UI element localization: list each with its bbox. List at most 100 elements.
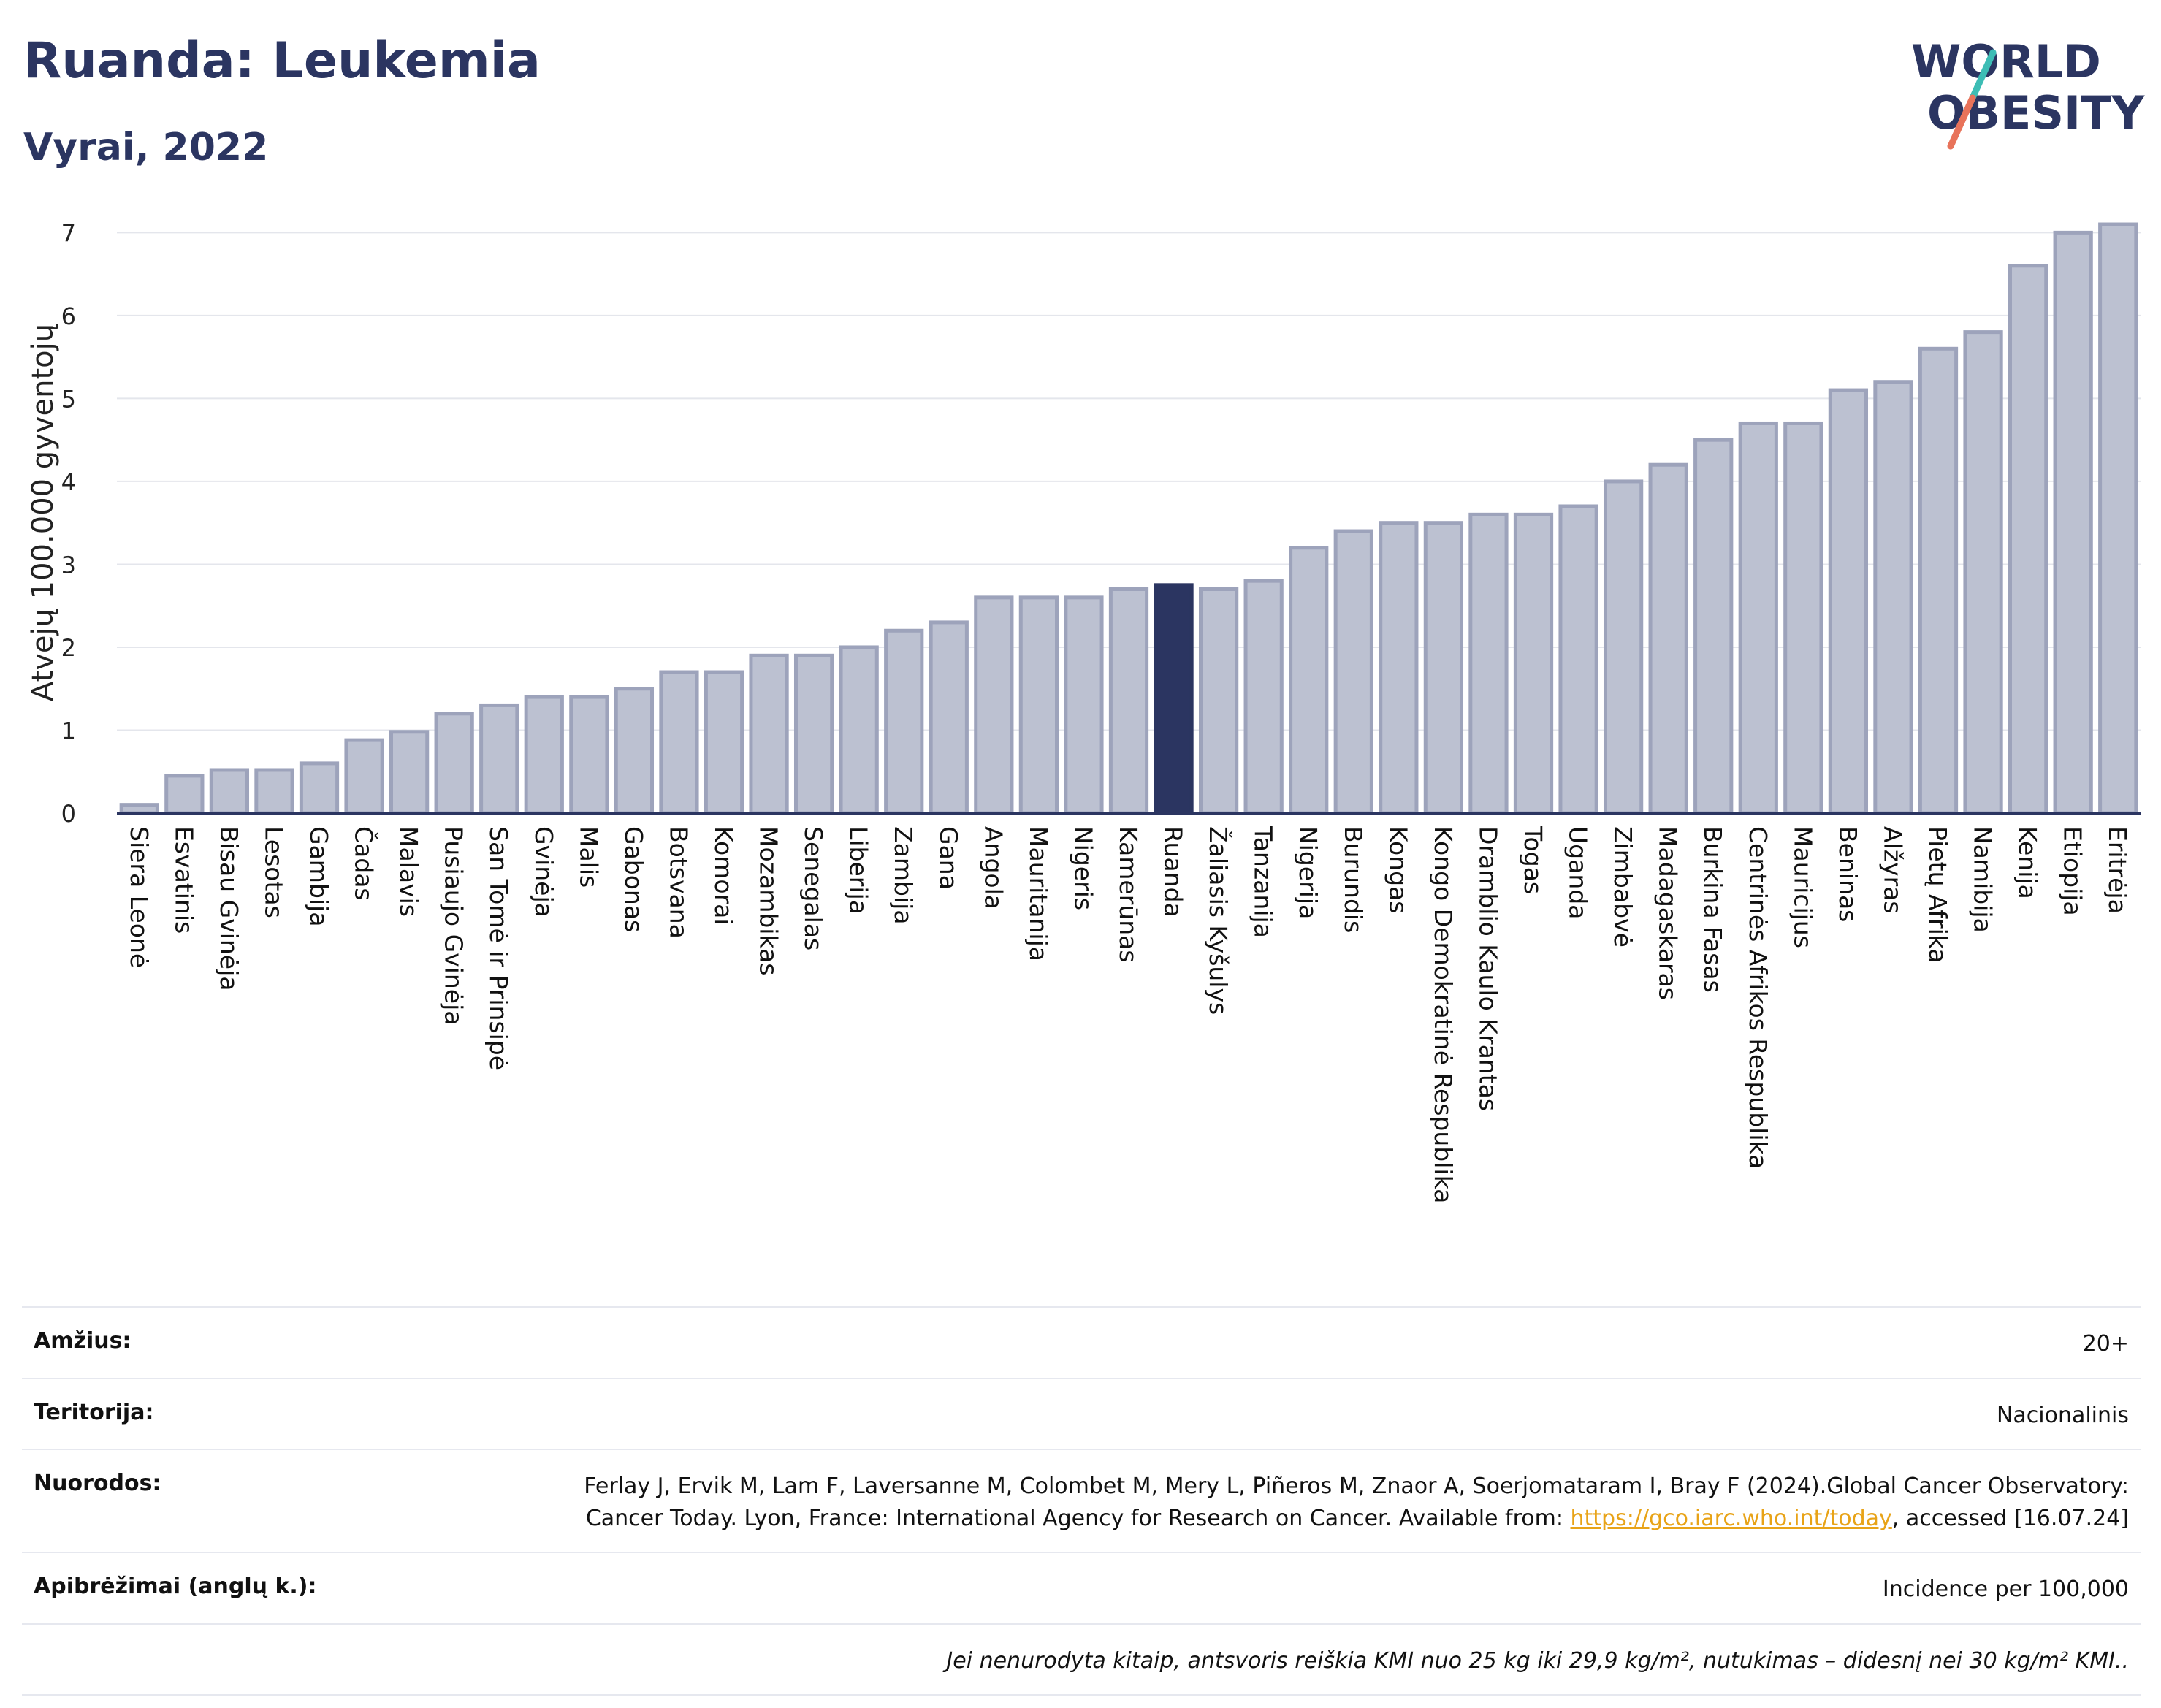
note-row: Jei nenurodyta kitaip, antsvoris reiškia… [22,1623,2141,1696]
x-tick-label: Dramblio Kaulo Krantas [1474,826,1502,1111]
page-subtitle: Vyrai, 2022 [23,126,269,169]
references-link[interactable]: https://gco.iarc.who.int/today [1570,1505,1892,1531]
bar-1 [164,774,205,815]
x-tick-label: Gambija [305,826,333,926]
x-tick-label: San Tomė ir Prinsipė [484,826,513,1070]
x-tick-label: Pietų Afrika [1924,826,1952,964]
bar-40 [1918,346,1959,815]
x-tick-label: Togas [1519,826,1547,894]
bar-39 [1873,380,1913,815]
bar-31 [1513,512,1554,815]
bar-34 [1648,462,1688,815]
x-tick-label: Liberija [845,826,873,915]
bar-11 [614,687,655,815]
footnote: Jei nenurodyta kitaip, antsvoris reiškia… [946,1647,2129,1674]
x-tick-label: Burkina Fasas [1699,826,1727,993]
bar-20 [1018,595,1059,815]
age-value: 20+ [2082,1331,2129,1357]
bar-36 [1738,421,1778,815]
x-tick-label: Žaliasis Kyšulys [1204,826,1233,1015]
definitions-row: Apibrėžimai (anglų k.): Incidence per 10… [22,1552,2141,1623]
y-tick-label: 7 [61,219,76,247]
y-tick-label: 0 [61,800,76,828]
x-tick-label: Botsvana [664,826,693,939]
bar-42 [2008,264,2048,815]
x-tick-label: Bisau Gvinėja [215,826,243,991]
bar-10 [569,695,609,815]
x-tick-label: Madagaskaras [1654,826,1682,1000]
references-row: Nuorodos: Ferlay J, Ervik M, Lam F, Lave… [22,1449,2141,1552]
x-tick-label: Ruanda [1159,826,1188,918]
x-tick-label: Angola [979,826,1007,910]
bar-26 [1289,546,1329,815]
x-tick-label: Etiopija [2059,826,2087,916]
logo-slash-coral [1947,94,1976,150]
references-value: Ferlay J, Ervik M, Lam F, Laversanne M, … [522,1471,2129,1534]
bar-7 [434,712,474,815]
bar-23 [1154,583,1194,815]
bar-21 [1064,595,1104,815]
world-obesity-logo: WORLD OBESITY [1911,35,2145,150]
bar-12 [659,670,699,815]
x-tick-label: Zimbabvė [1609,826,1637,948]
x-tick-label: Lesotas [259,826,288,918]
logo-line-1: WORLD [1911,35,2101,88]
x-tick-label: Uganda [1564,826,1593,919]
bar-chart: 0 1 2 3 4 5 6 7 Atvejų 100.000 gyventojų Siera Le… [26,219,2141,1203]
bar-22 [1108,587,1149,815]
y-axis-title: Atvejų 100.000 gyventojų [26,324,60,701]
x-tick-label: Beninas [1834,826,1862,922]
bar-28 [1379,521,1419,815]
bar-19 [974,595,1014,815]
bar-15 [793,653,834,815]
bar-4 [299,761,340,815]
x-tick-label: Namibija [1969,826,1997,933]
x-tick-label: Čadas [350,826,379,901]
bar-32 [1558,504,1598,815]
y-tick-label: 1 [61,717,76,744]
x-tick-label: Gvinėja [530,826,558,918]
bar-27 [1333,529,1373,815]
x-tick-label: Mauricijus [1788,826,1817,948]
references-accessed: , accessed [16.07.24] [1891,1505,2129,1531]
bar-14 [749,653,789,815]
bar-9 [524,695,564,815]
x-tick-label: Zambija [889,826,918,924]
bar-2 [209,768,250,815]
bar-35 [1693,438,1734,815]
definitions-label: Apibrėžimai (anglų k.): [34,1574,317,1599]
bar-33 [1603,479,1644,815]
metadata-table: Amžius: 20+ Teritorija: Nacionalinis Nuo… [22,1306,2141,1696]
x-tick-label: Pusiaujo Gvinėja [440,826,468,1025]
bar-16 [839,645,879,815]
bar-38 [1828,388,1869,815]
bar-44 [2098,222,2138,815]
x-tick-label: Burundis [1339,826,1368,933]
x-tick-label: Senegalas [799,826,828,950]
x-tick-label: Mozambikas [755,826,783,975]
x-tick-label: Kongo Demokratinė Respublika [1429,826,1457,1203]
x-tick-label: Nigerija [1294,826,1322,919]
bar-5 [344,738,384,815]
age-label: Amžius: [34,1328,132,1354]
x-tick-label: Centrinės Afrikos Respublika [1744,826,1772,1169]
x-tick-label: Eritrėja [2103,826,2132,914]
x-tick-label: Komorai [709,826,738,925]
y-tick-label: 6 [61,302,76,330]
references-label: Nuorodos: [34,1471,161,1496]
bar-43 [2053,230,2093,815]
x-tick-label: Gabonas [620,826,648,932]
page-title: Ruanda: Leukemia [23,32,541,90]
bar-18 [929,620,969,815]
x-tick-label: Siera Leonė [125,826,153,968]
bar-6 [389,730,430,815]
definitions-value: Incidence per 100,000 [1882,1577,2129,1602]
y-tick-label: 5 [61,385,76,413]
age-row: Amžius: 20+ [22,1306,2141,1378]
bar-17 [884,628,924,815]
x-tick-label: Kongas [1384,826,1412,913]
territory-row: Teritorija: Nacionalinis [22,1377,2141,1449]
y-tick-label: 3 [61,551,76,579]
x-tick-label: Tanzanija [1249,826,1278,938]
y-tick-label: 2 [61,634,76,662]
